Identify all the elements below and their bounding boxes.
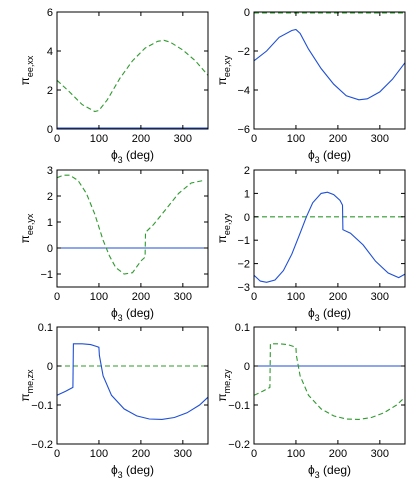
x-axis-label: ϕ3 (deg) xyxy=(308,306,351,323)
y-tick-label: −1 xyxy=(40,269,53,281)
x-tick-label: 300 xyxy=(371,448,389,460)
x-axis-label: ϕ3 (deg) xyxy=(111,306,154,323)
x-tick-label: 200 xyxy=(132,133,150,145)
x-tick-label: 200 xyxy=(329,448,347,460)
y-tick-label: 0.1 xyxy=(38,322,53,334)
y-tick-label: 2 xyxy=(47,191,53,203)
y-axis-label: πme,zy xyxy=(215,369,232,402)
y-tick-label: −4 xyxy=(237,85,250,97)
x-axis-label: ϕ3 (deg) xyxy=(111,148,154,165)
plot-frame xyxy=(253,326,406,445)
y-tick-label: −1 xyxy=(237,235,250,247)
y-tick-label: 0 xyxy=(47,361,53,373)
y-axis-label: πee,xy xyxy=(215,55,232,85)
x-tick-label: 100 xyxy=(287,291,305,303)
x-tick-label: 0 xyxy=(54,133,60,145)
panel-6: 0 100 200 300 −0.2 −0.1 0 0.1 ϕ3 (deg) πme,zy xyxy=(215,322,406,480)
y-axis-label: πee,xx xyxy=(18,55,35,85)
y-axis-label: πme,zx xyxy=(18,369,35,402)
y-tick-label: −0.2 xyxy=(31,439,53,451)
y-axis-label: πee,yy xyxy=(215,213,232,243)
x-tick-label: 100 xyxy=(90,448,108,460)
x-tick-label: 100 xyxy=(90,291,108,303)
y-tick-label: 4 xyxy=(47,46,53,58)
plot-frame xyxy=(56,169,209,288)
x-axis-label: ϕ3 (deg) xyxy=(308,463,351,480)
x-tick-label: 100 xyxy=(287,133,305,145)
y-tick-label: −3 xyxy=(237,282,250,294)
series-line-2-solid xyxy=(253,191,406,283)
y-tick-label: 0 xyxy=(47,243,53,255)
x-tick-label: 0 xyxy=(251,133,257,145)
y-tick-label: 0.1 xyxy=(235,322,250,334)
y-tick-label: −2 xyxy=(237,46,250,58)
x-tick-label: 0 xyxy=(251,448,257,460)
x-tick-label: 300 xyxy=(371,291,389,303)
x-tick-label: 200 xyxy=(132,291,150,303)
y-tick-label: 1 xyxy=(244,188,250,200)
x-tick-label: 200 xyxy=(329,291,347,303)
x-tick-label: 300 xyxy=(174,133,192,145)
x-tick-label: 100 xyxy=(90,133,108,145)
y-tick-label: −0.1 xyxy=(31,400,53,412)
x-tick-label: 300 xyxy=(174,291,192,303)
series-line-2-solid xyxy=(253,28,406,101)
x-tick-label: 300 xyxy=(371,133,389,145)
y-tick-label: 6 xyxy=(47,7,53,19)
series-line-2-solid xyxy=(56,343,209,420)
x-tick-label: 300 xyxy=(174,448,192,460)
panel-5: 0 100 200 300 −0.2 −0.1 0 0.1 ϕ3 (deg) πme,zx xyxy=(18,322,209,480)
x-axis-label: ϕ3 (deg) xyxy=(308,148,351,165)
plot-frame xyxy=(56,11,209,130)
plot-frame xyxy=(253,11,406,130)
y-tick-label: 1 xyxy=(47,217,53,229)
x-tick-label: 0 xyxy=(54,291,60,303)
y-tick-label: −0.1 xyxy=(228,400,250,412)
x-axis-label: ϕ3 (deg) xyxy=(111,463,154,480)
x-tick-label: 0 xyxy=(54,448,60,460)
series-line-2-dashed xyxy=(56,39,209,113)
x-tick-label: 100 xyxy=(287,448,305,460)
x-tick-label: 200 xyxy=(132,448,150,460)
panel-1: 0 100 200 300 0 2 4 6 ϕ3 (deg) πee,xx xyxy=(18,7,209,165)
y-tick-label: 3 xyxy=(47,165,53,177)
y-tick-label: 0 xyxy=(244,212,250,224)
y-tick-label: 0 xyxy=(47,124,53,136)
y-tick-label: 2 xyxy=(47,85,53,97)
y-tick-label: 2 xyxy=(244,165,250,177)
series-line-2-dashed xyxy=(56,174,204,275)
series-line-2-dashed xyxy=(253,343,406,420)
panel-4: 0 100 200 300 −3 −2 −1 0 1 2 ϕ3 (deg) πee,yy xyxy=(215,165,406,323)
x-tick-label: 0 xyxy=(251,291,257,303)
plot-frame xyxy=(253,169,406,288)
panel-2: 0 100 200 300 −6 −4 −2 0 ϕ3 (deg) πee,xy xyxy=(215,7,406,165)
y-axis-label: πee,yx xyxy=(18,213,35,243)
y-tick-label: −6 xyxy=(237,124,250,136)
x-tick-label: 200 xyxy=(329,133,347,145)
y-tick-label: 0 xyxy=(244,361,250,373)
y-tick-label: −2 xyxy=(237,259,250,271)
plot-frame xyxy=(56,326,209,445)
y-tick-label: 0 xyxy=(244,7,250,19)
y-tick-label: −0.2 xyxy=(228,439,250,451)
